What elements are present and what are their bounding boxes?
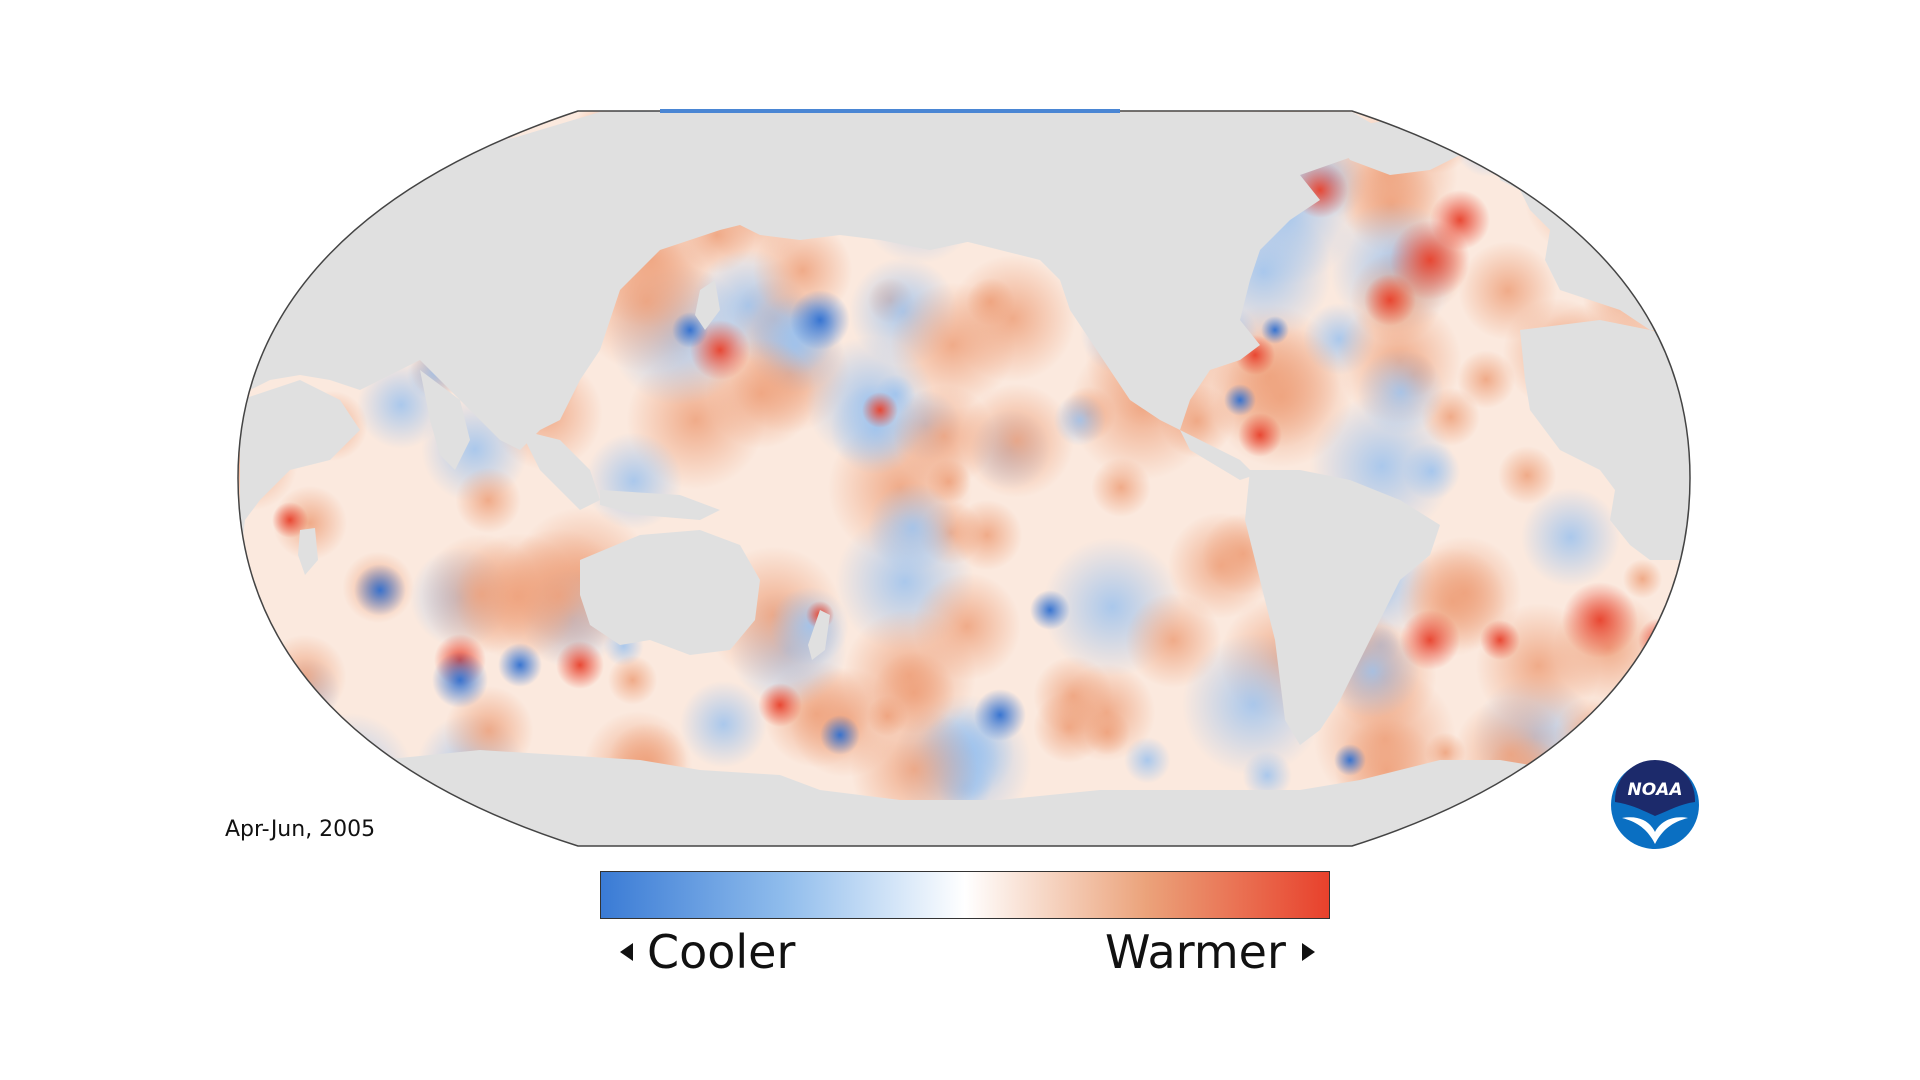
legend-color-bar — [600, 871, 1330, 919]
noaa-logo-top — [1615, 760, 1695, 816]
arrow-right-icon — [1301, 943, 1315, 961]
anomaly-patch — [1622, 559, 1663, 599]
land-south-america — [1245, 470, 1440, 745]
anomaly-patch — [1612, 221, 1667, 277]
anomaly-patch — [959, 383, 1074, 498]
anomaly-patch — [758, 683, 802, 727]
anomaly-patch — [1033, 691, 1105, 763]
land-arabia — [240, 380, 360, 560]
anomaly-patch — [1364, 274, 1416, 326]
legend-warm-label-group: Warmer — [1105, 925, 1315, 979]
anomaly-patch — [974, 689, 1026, 741]
anomaly-patch — [1454, 111, 1522, 177]
anomaly-patch — [820, 715, 860, 755]
land-antarctica — [238, 750, 1690, 846]
anomaly-patch — [1357, 348, 1444, 436]
anomaly-patch — [498, 643, 542, 687]
land-se-asia — [520, 430, 600, 510]
anomaly-patch — [867, 482, 958, 573]
anomaly-patch — [1167, 512, 1275, 619]
anomaly-patch — [1638, 618, 1682, 662]
noaa-logo-icon: NOAA — [1611, 760, 1699, 849]
anomaly-patch — [455, 467, 521, 534]
land-africa — [1520, 320, 1690, 560]
map-globe — [238, 111, 1690, 846]
legend-cool-label-group: Cooler — [620, 925, 795, 979]
land-central-america — [1180, 430, 1255, 480]
anomaly-patch — [1521, 487, 1621, 587]
anomaly-patch — [454, 533, 581, 660]
land-north-america — [900, 170, 1320, 430]
anomaly-patch — [1562, 582, 1638, 658]
anomaly-patch — [1030, 590, 1070, 630]
land-indonesia — [600, 490, 720, 520]
anomaly-patch — [912, 572, 1021, 681]
legend-cool-label: Cooler — [647, 925, 796, 979]
legend-gradient — [601, 872, 1329, 918]
anomaly-patch — [1400, 610, 1460, 670]
anomaly-patch — [556, 641, 604, 689]
anomaly-patch — [1053, 393, 1106, 446]
anomaly-patch — [1480, 620, 1520, 660]
anomaly-patch — [1591, 139, 1646, 195]
noaa-logo-gull — [1622, 817, 1688, 844]
anomaly-patch — [1124, 737, 1171, 784]
legend-warm-label: Warmer — [1105, 925, 1286, 979]
land-australia — [580, 530, 760, 655]
anomaly-patch — [284, 718, 338, 772]
anomaly-patch — [680, 680, 767, 768]
anomaly-patch — [862, 392, 898, 428]
land-madagascar — [298, 528, 318, 575]
anomaly-patch — [1224, 384, 1256, 416]
anomaly-patch — [295, 115, 353, 173]
anomaly-patch — [1238, 413, 1282, 457]
anomaly-patch — [354, 564, 406, 616]
land-japan — [695, 280, 720, 330]
anomaly-patch — [1457, 350, 1516, 409]
anomaly-patch — [790, 290, 850, 350]
anomaly-patch — [1430, 190, 1490, 250]
globe-outline — [237, 110, 1691, 847]
anomaly-patch — [1497, 446, 1557, 505]
land-masses — [238, 112, 1690, 846]
anomaly-patch — [320, 749, 374, 802]
anomaly-patch — [1091, 457, 1151, 518]
anomaly-patch — [966, 277, 1015, 326]
noaa-logo-text: NOAA — [1628, 780, 1683, 800]
land-south-asia — [420, 370, 470, 470]
anomaly-patch — [1334, 744, 1366, 776]
anomaly-patch — [951, 499, 1023, 571]
anomaly-patch — [272, 502, 308, 538]
anomaly-patch — [769, 586, 849, 666]
period-label: Apr-Jun, 2005 — [225, 817, 376, 842]
anomaly-patch — [1458, 241, 1558, 341]
anomaly-patch — [607, 655, 658, 705]
land-new-zealand — [808, 610, 830, 660]
anomaly-patch — [432, 652, 488, 708]
anomaly-patch — [238, 152, 298, 259]
anomaly-patch — [1524, 135, 1644, 256]
anomaly-patch — [1261, 316, 1289, 344]
arrow-left-icon — [620, 943, 633, 961]
